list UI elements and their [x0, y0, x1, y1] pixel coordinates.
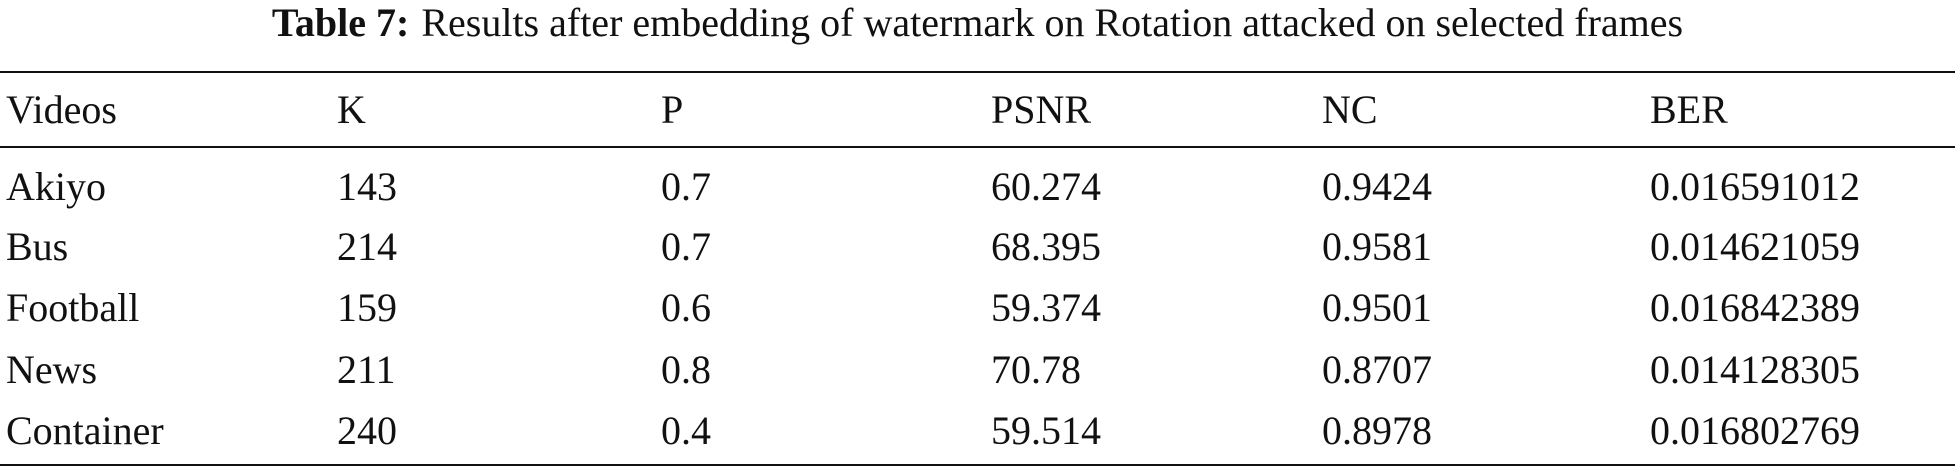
table-cell: 0.6 [661, 285, 711, 330]
table-cell: 0.016842389 [1650, 285, 1860, 330]
table-cell: 0.016591012 [1650, 164, 1860, 209]
table-cell: 0.8 [661, 347, 711, 392]
bottom-rule [0, 464, 1955, 466]
table-caption: Table 7: Results after embedding of water… [0, 0, 1955, 46]
table-cell: Bus [6, 224, 69, 269]
table-cell: 0.016802769 [1650, 408, 1860, 453]
table-cell: 0.4 [661, 408, 711, 453]
table-cell: 0.9501 [1322, 285, 1432, 330]
table-cell: 60.274 [991, 164, 1101, 209]
table-cell: 68.395 [991, 224, 1101, 269]
header-cell: Videos [6, 87, 117, 132]
table-cell: 59.514 [991, 408, 1101, 453]
header-rule [0, 146, 1955, 148]
table-cell: 0.9581 [1322, 224, 1432, 269]
table-cell: 0.8978 [1322, 408, 1432, 453]
table-cell: 240 [337, 408, 397, 453]
table-cell: Football [6, 285, 140, 330]
table-cell: 0.7 [661, 164, 711, 209]
header-cell: PSNR [991, 87, 1092, 132]
table-cell: 0.8707 [1322, 347, 1432, 392]
table-cell: 214 [337, 224, 397, 269]
table-cell: 0.9424 [1322, 164, 1432, 209]
table-cell: 0.014128305 [1650, 347, 1860, 392]
caption-text: Results after embedding of watermark on … [421, 0, 1684, 45]
table-cell: 70.78 [991, 347, 1081, 392]
header-cell: NC [1322, 87, 1378, 132]
table-cell: 159 [337, 285, 397, 330]
table-cell: 0.014621059 [1650, 224, 1860, 269]
table-cell: 59.374 [991, 285, 1101, 330]
table-cell: News [6, 347, 98, 392]
caption-label: Table 7: [271, 0, 410, 45]
table-cell: Akiyo [6, 164, 106, 209]
table-cell: 211 [337, 347, 396, 392]
header-cell: K [337, 87, 366, 132]
table-cell: Container [6, 408, 164, 453]
table-cell: 0.7 [661, 224, 711, 269]
top-rule [0, 71, 1955, 73]
header-cell: BER [1650, 87, 1728, 132]
table-cell: 143 [337, 164, 397, 209]
header-cell: P [661, 87, 684, 132]
